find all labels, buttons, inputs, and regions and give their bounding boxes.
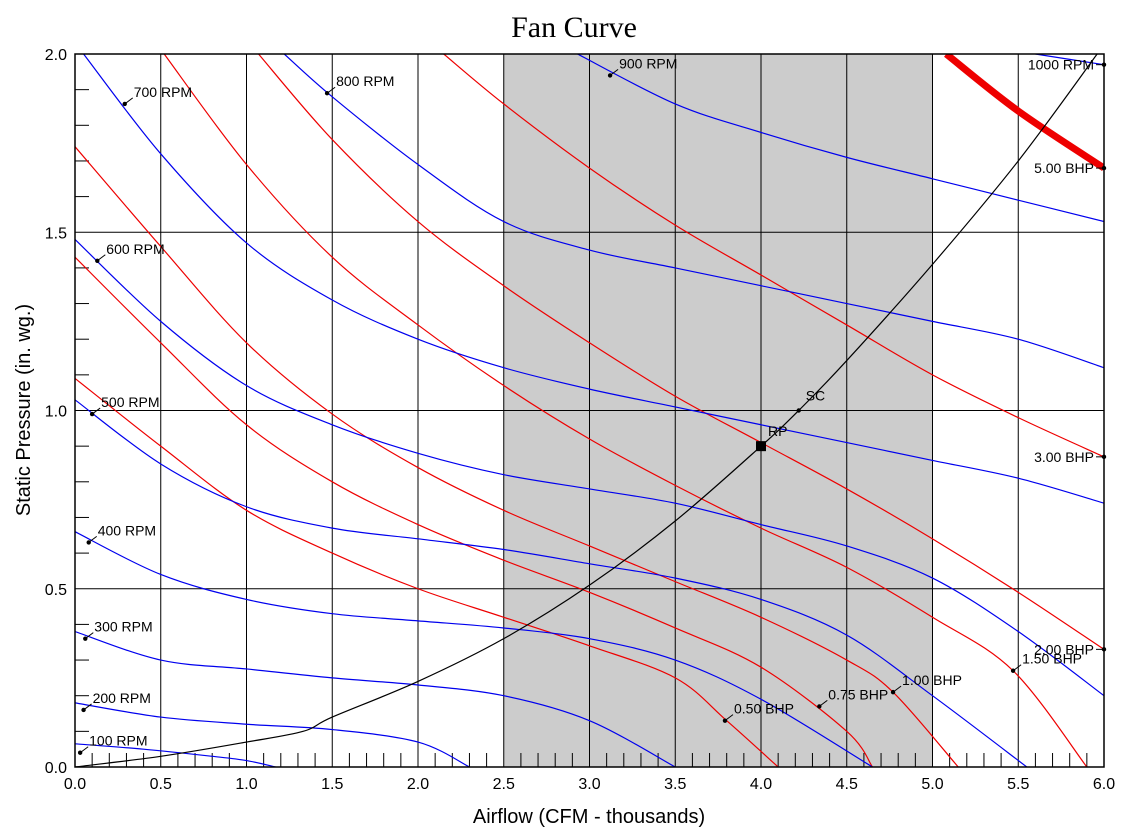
bhp-label-leader-0-50-bhp — [724, 714, 734, 722]
x-tick-label-11: 5.5 — [1007, 776, 1029, 793]
y-tick-label-0: 0.0 — [45, 760, 67, 777]
rpm-curve-800-rpm — [283, 54, 1104, 369]
bhp-label-1-00-bhp: 1.00 BHP — [902, 672, 962, 688]
rpm-label-leader-300-rpm — [84, 632, 94, 640]
rpm-label-leader-600-rpm — [96, 254, 106, 262]
rpm-curves — [75, 54, 1104, 767]
rpm-curve-500-rpm — [75, 399, 1028, 767]
bhp-curve-0-50-bhp — [75, 377, 779, 767]
system-curve-line — [75, 54, 1098, 767]
minor-ticks — [75, 89, 1088, 767]
bhp-curve-5-00-bhp — [944, 54, 1104, 171]
x-tick-label-12: 6.0 — [1093, 776, 1115, 793]
rpm-label-700-rpm: 700 RPM — [134, 84, 192, 100]
bhp-curve-1-00-bhp — [75, 146, 959, 767]
rpm-label-500-rpm: 500 RPM — [101, 394, 159, 410]
rpm-label-300-rpm: 300 RPM — [94, 619, 152, 635]
y-tick-label-1: 0.5 — [45, 582, 67, 599]
annotations: SC RP — [756, 388, 825, 452]
rpm-label-leader-100-rpm — [79, 746, 89, 754]
rpm-curve-900-rpm — [577, 54, 1104, 223]
bhp-curve-2-00-bhp — [258, 54, 1104, 650]
rpm-label-200-rpm: 200 RPM — [93, 690, 151, 706]
rpm-label-600-rpm: 600 RPM — [106, 241, 164, 257]
rpm-label-leader-500-rpm — [91, 407, 101, 415]
rpm-label-100-rpm: 100 RPM — [89, 733, 147, 749]
x-tick-label-10: 5.0 — [921, 776, 943, 793]
bhp-label-3-00-bhp: 3.00 BHP — [1034, 449, 1094, 465]
annotation-label-sc: SC — [806, 388, 825, 404]
rpm-curve-600-rpm — [75, 238, 1104, 697]
rpm-label-800-rpm: 800 RPM — [336, 73, 394, 89]
bhp-curves — [75, 54, 1104, 767]
bhp-label-0-50-bhp: 0.50 BHP — [734, 701, 794, 717]
rpm-label-400-rpm: 400 RPM — [98, 522, 156, 538]
x-tick-label-0: 0.0 — [64, 776, 86, 793]
rpm-label-leader-200-rpm — [83, 703, 92, 711]
bhp-curve-1-50-bhp — [163, 54, 1088, 767]
bhp-label-leader-1-00-bhp — [892, 685, 902, 693]
system-curve — [75, 54, 1098, 767]
x-tick-label-9: 4.5 — [836, 776, 858, 793]
grid-lines — [75, 54, 1104, 767]
rpm-curve-100-rpm — [75, 743, 276, 767]
x-tick-label-2: 1.0 — [235, 776, 257, 793]
rpm-curve-700-rpm — [83, 54, 1104, 504]
rpm-label-leader-900-rpm — [609, 68, 619, 76]
x-axis-title: Airflow (CFM - thousands) — [473, 806, 705, 828]
rpm-curve-300-rpm — [75, 630, 676, 767]
rpm-label-leader-800-rpm — [326, 86, 336, 94]
annotation-marker-rp — [756, 441, 766, 452]
annotation-label-rp: RP — [768, 423, 787, 439]
bhp-curve-3-00-bhp — [443, 54, 1104, 458]
chart-title: Fan Curve — [511, 11, 637, 44]
rpm-label-1000-rpm: 1000 RPM — [1028, 57, 1094, 73]
rpm-label-900-rpm: 900 RPM — [619, 55, 677, 71]
x-tick-label-4: 2.0 — [407, 776, 429, 793]
rpm-label-leader-700-rpm — [124, 97, 134, 105]
x-tick-label-6: 3.0 — [578, 776, 600, 793]
annotation-marker-sc — [796, 408, 801, 413]
x-tick-label-8: 4.0 — [750, 776, 772, 793]
bhp-label-5-00-bhp: 5.00 BHP — [1034, 160, 1094, 176]
bhp-curve-0-75-bhp — [75, 256, 873, 767]
plot-frame — [74, 53, 1105, 768]
rpm-curve-400-rpm — [75, 531, 873, 767]
rpm-label-leader-400-rpm — [88, 536, 98, 543]
bhp-label-2-00-bhp: 2.00 BHP — [1034, 641, 1094, 657]
bhp-label-1-50-bhp: 1.50 BHP — [1022, 651, 1082, 667]
x-tick-label-7: 3.5 — [664, 776, 686, 793]
y-axis-title: Static Pressure (in. wg.) — [13, 304, 35, 516]
y-tick-label-3: 1.5 — [45, 225, 67, 242]
tick-labels: 0.0 0.5 1.0 1.5 2.0 2.5 3.0 3.5 4.0 4.5 5.0 5.5 6.0 0… — [45, 47, 1115, 793]
bhp-label-leader-0-75-bhp — [819, 699, 828, 707]
y-tick-label-2: 1.0 — [45, 404, 67, 421]
rpm-curve-200-rpm — [75, 702, 470, 767]
x-tick-label-5: 2.5 — [493, 776, 515, 793]
x-tick-label-1: 0.5 — [150, 776, 172, 793]
x-tick-label-3: 1.5 — [321, 776, 343, 793]
y-tick-label-4: 2.0 — [45, 47, 67, 64]
bhp-label-0-75-bhp: 0.75 BHP — [828, 686, 888, 702]
bhp-label-leader-1-50-bhp — [1012, 664, 1022, 672]
